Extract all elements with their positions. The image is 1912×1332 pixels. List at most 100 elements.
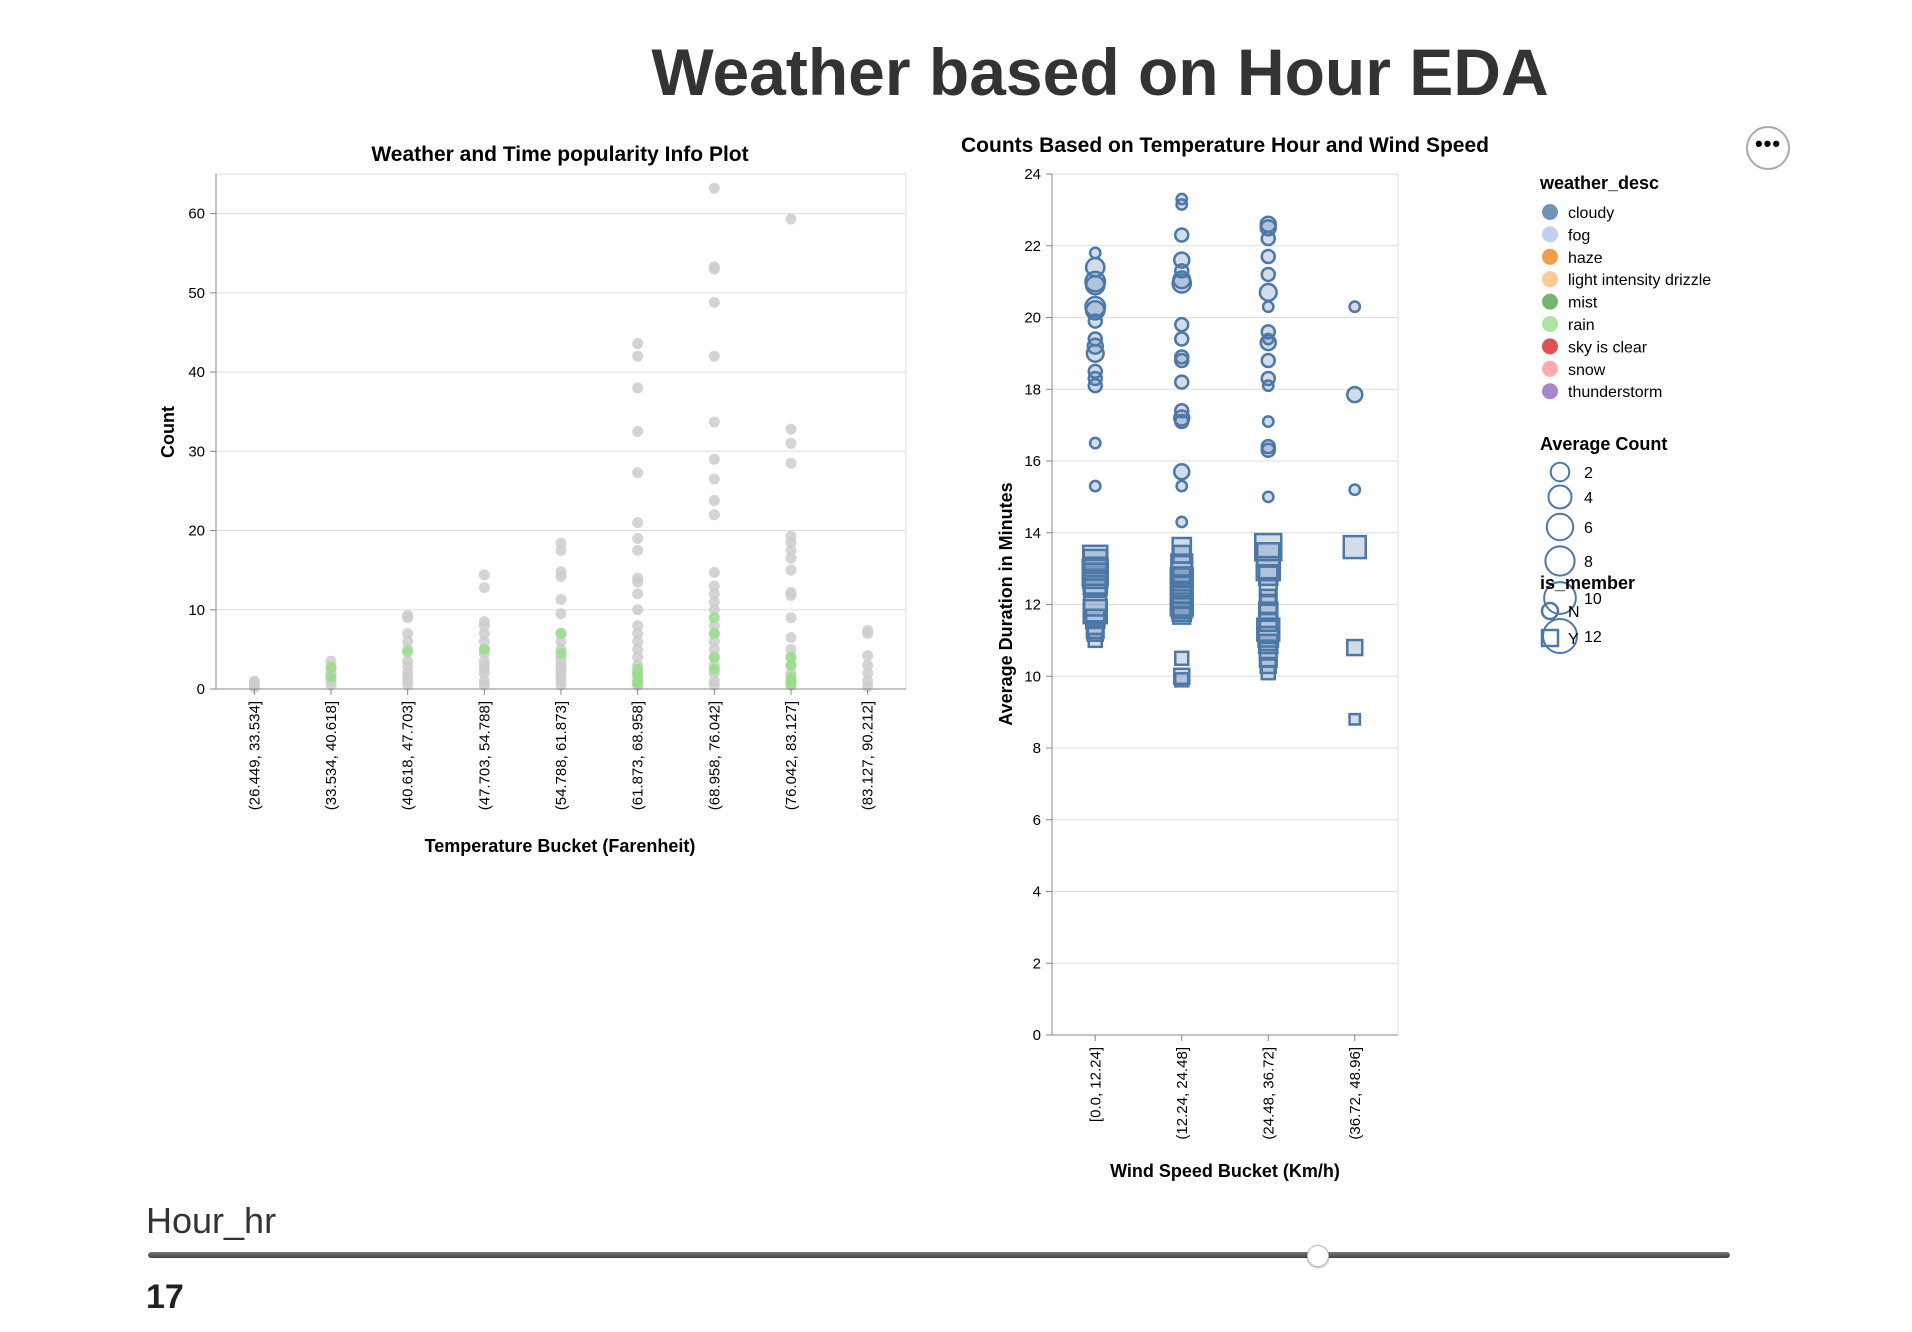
duration-chart: Counts Based on Temperature Hour and Win… [961, 134, 1489, 1181]
data-point [1087, 377, 1103, 394]
legend-swatch [1542, 316, 1558, 332]
popularity-points [248, 182, 874, 693]
data-point [785, 457, 797, 469]
data-point [785, 564, 797, 576]
data-point [632, 572, 644, 584]
data-point [632, 663, 644, 675]
legend-label: light intensity drizzle [1568, 272, 1711, 289]
data-point [708, 620, 720, 632]
data-point [708, 296, 720, 308]
size-legend-symbol [1545, 512, 1575, 542]
legend-label: 6 [1584, 520, 1593, 537]
page-title: Weather based on Hour EDA [651, 35, 1549, 109]
hour-slider-label: Hour_hr [146, 1200, 277, 1241]
legend-swatch [1542, 360, 1558, 377]
y-tick-label: 10 [188, 602, 205, 619]
data-point [478, 675, 490, 687]
size-legend: 2 4 6 8 10 12 [1542, 461, 1602, 654]
data-point [708, 350, 720, 362]
legend-label: N [1568, 604, 1580, 621]
hour-slider-track[interactable] [148, 1252, 1730, 1258]
data-point [1173, 463, 1191, 481]
data-point [1087, 313, 1103, 329]
data-point [1256, 542, 1281, 567]
data-point [785, 659, 797, 671]
legend-label: thunderstorm [1568, 384, 1662, 401]
data-point [1175, 515, 1189, 529]
ellipsis-icon: ••• [1754, 131, 1782, 156]
data-point [708, 580, 720, 592]
data-point [632, 426, 644, 437]
data-point [1259, 219, 1277, 237]
data-point [1348, 483, 1362, 497]
legend-label: 4 [1584, 490, 1593, 507]
legend-label: 2 [1584, 465, 1593, 482]
charts-canvas: Weather and Time popularity Info Plot 0 1… [158, 134, 1711, 1181]
data-point [632, 588, 644, 600]
legend-label: rain [1568, 317, 1595, 334]
data-point [1257, 565, 1279, 587]
data-point [1085, 343, 1105, 363]
actions-menu-button[interactable]: ••• [1746, 126, 1790, 170]
size-legend-symbol [1547, 484, 1573, 510]
y-tick-label: 20 [1024, 310, 1041, 327]
data-point [1342, 534, 1367, 560]
y-tick-label: 22 [1024, 238, 1041, 255]
data-point [785, 423, 797, 435]
data-point [1084, 608, 1106, 630]
size-legend-symbol [1544, 545, 1576, 577]
y-tick-label: 50 [188, 285, 205, 302]
y-tick-label: 20 [188, 523, 205, 540]
legends: weather_desc cloudy fog haze light intensit… [1539, 173, 1711, 654]
data-point [785, 437, 797, 449]
data-point [1173, 409, 1191, 427]
circle-shape-icon [1540, 601, 1560, 621]
data-point [1084, 274, 1106, 296]
data-point [1260, 352, 1276, 369]
x-tick-label: (54.788, 61.873] [553, 701, 570, 810]
data-point [785, 632, 797, 643]
legend-swatch [1542, 271, 1558, 288]
data-point [1260, 266, 1276, 283]
data-point [1173, 251, 1191, 269]
data-point [632, 517, 644, 529]
data-point [555, 628, 567, 640]
size-legend-symbol [1549, 461, 1571, 483]
data-point [478, 582, 490, 594]
data-point [632, 635, 644, 647]
data-point [1083, 574, 1107, 599]
data-point [1259, 333, 1277, 352]
data-point [862, 650, 874, 662]
data-point [402, 655, 414, 667]
data-point [708, 675, 720, 687]
legend-label: cloudy [1568, 205, 1614, 222]
data-point [1254, 532, 1283, 562]
data-point [1260, 230, 1276, 247]
legend-label: 10 [1584, 591, 1602, 608]
legend-swatch [1542, 248, 1558, 265]
data-point [478, 569, 490, 581]
data-point [478, 635, 490, 647]
data-point [708, 416, 720, 428]
data-point [708, 651, 720, 663]
x-tick-label: (68.958, 76.042] [706, 701, 723, 810]
data-point [708, 663, 720, 675]
shape-legend-title: is_member [1540, 573, 1635, 593]
data-point [402, 635, 414, 647]
data-point [862, 659, 874, 671]
legend-label: haze [1568, 250, 1603, 267]
data-point [478, 643, 490, 655]
data-point [1087, 632, 1103, 649]
x-tick-label: (83.127, 90.212] [860, 701, 877, 810]
data-point [555, 608, 567, 620]
data-point [708, 643, 720, 655]
data-point [632, 628, 644, 640]
data-point [785, 612, 797, 624]
data-point [785, 544, 797, 556]
data-point [325, 671, 337, 683]
data-point [708, 588, 720, 600]
hour-slider-thumb[interactable] [1307, 1245, 1330, 1267]
legend-label: fog [1568, 227, 1590, 244]
data-point [1174, 374, 1190, 390]
y-tick-label: 8 [1033, 740, 1041, 757]
